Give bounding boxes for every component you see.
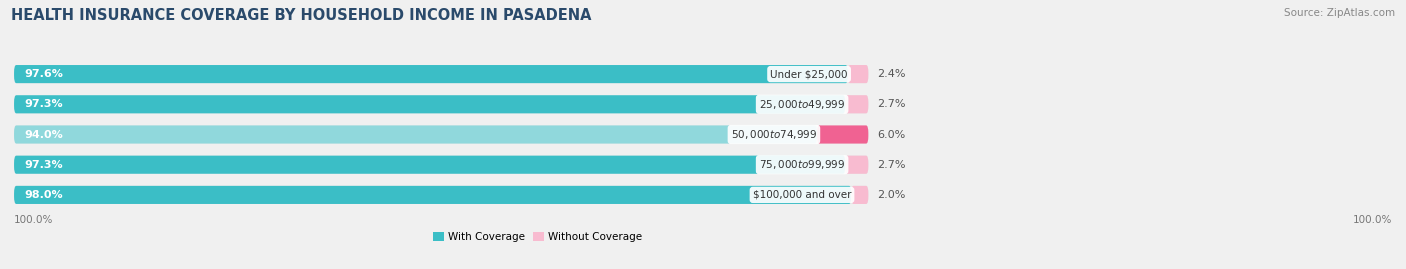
FancyBboxPatch shape bbox=[14, 125, 817, 144]
Text: HEALTH INSURANCE COVERAGE BY HOUSEHOLD INCOME IN PASADENA: HEALTH INSURANCE COVERAGE BY HOUSEHOLD I… bbox=[11, 8, 592, 23]
Text: 97.6%: 97.6% bbox=[24, 69, 63, 79]
Text: 97.3%: 97.3% bbox=[24, 99, 63, 109]
FancyBboxPatch shape bbox=[14, 95, 869, 113]
FancyBboxPatch shape bbox=[817, 125, 869, 144]
Text: $75,000 to $99,999: $75,000 to $99,999 bbox=[759, 158, 845, 171]
Legend: With Coverage, Without Coverage: With Coverage, Without Coverage bbox=[429, 228, 647, 246]
Text: Source: ZipAtlas.com: Source: ZipAtlas.com bbox=[1284, 8, 1395, 18]
Text: 97.3%: 97.3% bbox=[24, 160, 63, 170]
FancyBboxPatch shape bbox=[14, 156, 869, 174]
Text: 2.7%: 2.7% bbox=[877, 160, 905, 170]
FancyBboxPatch shape bbox=[14, 65, 848, 83]
FancyBboxPatch shape bbox=[14, 186, 851, 204]
Text: 6.0%: 6.0% bbox=[877, 129, 905, 140]
Text: 2.7%: 2.7% bbox=[877, 99, 905, 109]
Text: 94.0%: 94.0% bbox=[24, 129, 63, 140]
FancyBboxPatch shape bbox=[14, 65, 869, 83]
Text: Under $25,000: Under $25,000 bbox=[770, 69, 848, 79]
FancyBboxPatch shape bbox=[14, 186, 869, 204]
Text: $25,000 to $49,999: $25,000 to $49,999 bbox=[759, 98, 845, 111]
FancyBboxPatch shape bbox=[851, 186, 869, 204]
Text: $50,000 to $74,999: $50,000 to $74,999 bbox=[731, 128, 817, 141]
FancyBboxPatch shape bbox=[845, 156, 869, 174]
FancyBboxPatch shape bbox=[14, 95, 845, 113]
Text: 100.0%: 100.0% bbox=[14, 215, 53, 225]
FancyBboxPatch shape bbox=[14, 125, 869, 144]
FancyBboxPatch shape bbox=[14, 156, 845, 174]
Text: 98.0%: 98.0% bbox=[24, 190, 63, 200]
Text: $100,000 and over: $100,000 and over bbox=[752, 190, 851, 200]
Text: 2.0%: 2.0% bbox=[877, 190, 905, 200]
FancyBboxPatch shape bbox=[845, 95, 869, 113]
Text: 100.0%: 100.0% bbox=[1353, 215, 1392, 225]
Text: 2.4%: 2.4% bbox=[877, 69, 905, 79]
FancyBboxPatch shape bbox=[848, 65, 869, 83]
